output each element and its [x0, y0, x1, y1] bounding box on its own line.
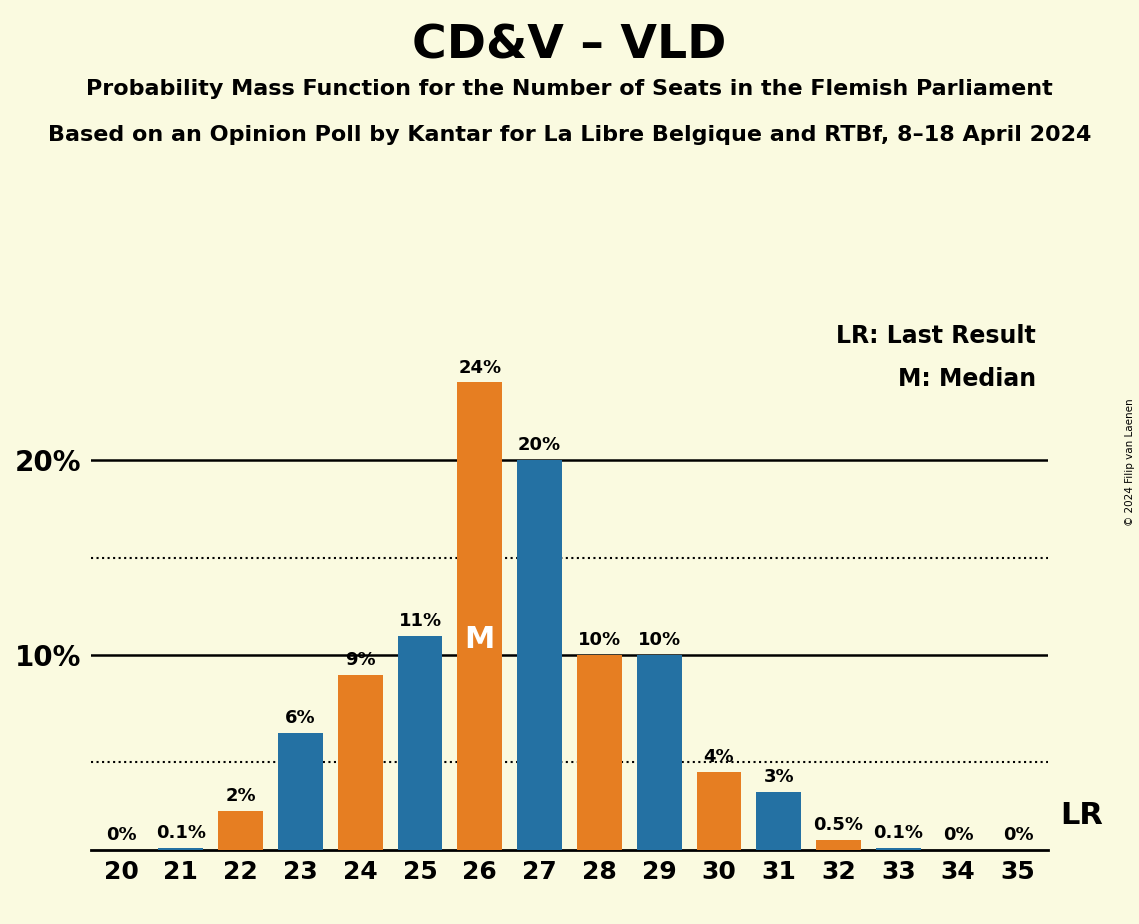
Text: 0%: 0% — [106, 826, 137, 845]
Bar — [158, 848, 203, 850]
Text: LR: LR — [1059, 800, 1103, 830]
Text: 10%: 10% — [638, 631, 681, 650]
Text: © 2024 Filip van Laenen: © 2024 Filip van Laenen — [1125, 398, 1134, 526]
Text: 10%: 10% — [577, 631, 621, 650]
Text: 0%: 0% — [943, 826, 974, 845]
Text: Probability Mass Function for the Number of Seats in the Flemish Parliament: Probability Mass Function for the Number… — [87, 79, 1052, 99]
Bar — [876, 848, 920, 850]
Bar — [577, 655, 622, 850]
Text: LR: Last Result: LR: Last Result — [836, 324, 1035, 348]
Text: CD&V – VLD: CD&V – VLD — [412, 23, 727, 68]
Text: M: Median: M: Median — [898, 367, 1035, 391]
Bar — [278, 733, 322, 850]
Text: 0%: 0% — [1002, 826, 1033, 845]
Text: 0.1%: 0.1% — [874, 824, 924, 843]
Bar — [458, 383, 502, 850]
Bar — [697, 772, 741, 850]
Bar — [398, 636, 442, 850]
Text: M: M — [465, 626, 495, 654]
Text: 20%: 20% — [518, 436, 562, 455]
Text: 6%: 6% — [285, 710, 316, 727]
Text: 11%: 11% — [399, 612, 442, 630]
Bar — [338, 675, 383, 850]
Text: 0.1%: 0.1% — [156, 824, 206, 843]
Text: 3%: 3% — [763, 768, 794, 785]
Text: Based on an Opinion Poll by Kantar for La Libre Belgique and RTBf, 8–18 April 20: Based on an Opinion Poll by Kantar for L… — [48, 125, 1091, 145]
Bar — [517, 460, 562, 850]
Text: 4%: 4% — [704, 748, 735, 766]
Text: 0.5%: 0.5% — [813, 817, 863, 834]
Text: 2%: 2% — [226, 787, 256, 805]
Bar — [637, 655, 681, 850]
Bar — [756, 792, 801, 850]
Text: 24%: 24% — [458, 359, 501, 376]
Bar — [219, 811, 263, 850]
Text: 9%: 9% — [345, 650, 376, 669]
Bar — [817, 840, 861, 850]
